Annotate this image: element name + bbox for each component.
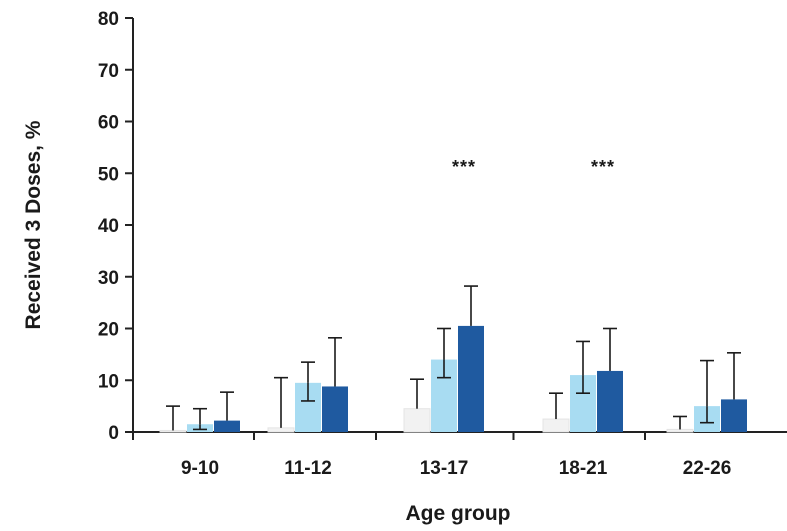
bars [159, 325, 747, 433]
x-tick-label: 9-10 [181, 458, 219, 479]
y-tick-label: 20 [98, 320, 119, 341]
y-tick-label: 80 [98, 9, 119, 30]
y-tick-label: 0 [108, 423, 119, 444]
y-tick-label: 10 [98, 371, 119, 392]
bar [542, 418, 570, 433]
bar [666, 428, 694, 433]
significance-label: *** [591, 157, 615, 177]
bar [214, 420, 240, 432]
bar [267, 427, 295, 433]
x-tick-label: 13-17 [420, 458, 469, 479]
bar [721, 399, 747, 432]
y-tick-label: 50 [98, 164, 119, 185]
bar [597, 370, 623, 432]
bar [403, 408, 431, 433]
y-tick-label: 60 [98, 113, 119, 134]
x-tick-label: 18-21 [559, 458, 608, 479]
significance-label: *** [452, 157, 476, 177]
y-tick-label: 30 [98, 268, 119, 289]
y-axis-title: Received 3 Doses, % [22, 120, 45, 329]
bar [159, 429, 187, 433]
bar [322, 386, 348, 432]
x-axis-title: Age group [406, 502, 511, 525]
y-tick-label: 40 [98, 216, 119, 237]
labels: 0 10 20 30 40 50 60 70 80 9-10 11-12 13-17 18-21 22-2… [22, 9, 731, 525]
x-tick-label: 22-26 [683, 458, 732, 479]
y-tick-label: 70 [98, 61, 119, 82]
x-tick-label: 11-12 [284, 458, 332, 479]
error-bars [166, 285, 741, 431]
bar [458, 325, 484, 432]
